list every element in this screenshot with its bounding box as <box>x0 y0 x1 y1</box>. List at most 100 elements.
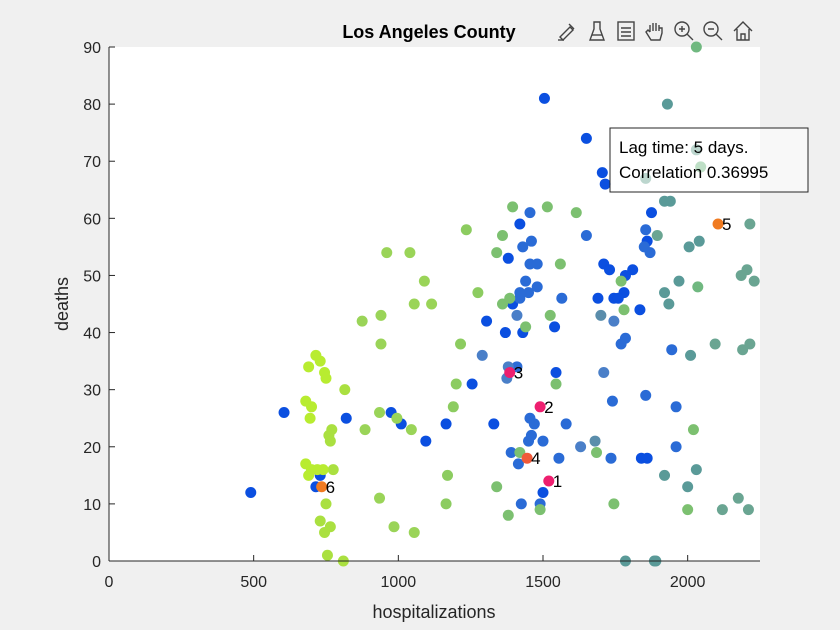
data-point <box>304 412 316 424</box>
y-tick-label: 30 <box>83 383 101 400</box>
data-point <box>666 344 678 356</box>
labeled-point-1 <box>543 475 555 487</box>
data-point <box>515 498 527 510</box>
data-point <box>550 378 562 390</box>
data-point <box>595 309 607 321</box>
data-tips-icon[interactable] <box>586 20 608 42</box>
data-point <box>575 441 587 453</box>
chart-title: Los Angeles County <box>342 22 515 42</box>
data-point <box>531 258 543 270</box>
data-point <box>692 281 704 293</box>
data-point <box>556 292 568 304</box>
pan-hand-icon[interactable] <box>644 20 666 42</box>
point-label-6: 6 <box>326 478 335 497</box>
data-point <box>320 498 332 510</box>
data-point <box>523 287 535 299</box>
y-axis-label: deaths <box>52 277 72 331</box>
data-point <box>592 292 604 304</box>
data-point <box>340 412 352 424</box>
y-tick-label: 90 <box>83 40 101 57</box>
zoom-out-icon[interactable] <box>702 20 724 42</box>
data-point <box>709 338 721 350</box>
labeled-point-6 <box>316 481 328 493</box>
data-point <box>502 252 514 264</box>
data-point <box>744 338 756 350</box>
data-point <box>507 201 519 213</box>
data-point <box>321 549 333 561</box>
y-tick-label: 50 <box>83 268 101 285</box>
data-point <box>580 229 592 241</box>
data-point <box>476 349 488 361</box>
data-point <box>491 247 503 259</box>
zoom-in-icon[interactable] <box>673 20 695 42</box>
x-tick-label: 1000 <box>381 574 417 591</box>
data-point <box>615 275 627 287</box>
data-point <box>512 458 524 470</box>
labeled-point-2 <box>534 401 546 413</box>
data-point <box>661 98 673 110</box>
data-point <box>646 207 657 219</box>
data-point <box>520 321 532 333</box>
data-point <box>420 435 432 447</box>
data-point <box>537 435 549 447</box>
data-point <box>303 469 315 481</box>
labeled-point-3 <box>504 367 516 379</box>
data-point <box>673 275 685 287</box>
data-point <box>381 247 393 259</box>
data-point <box>627 264 639 276</box>
y-tick-label: 20 <box>83 440 101 457</box>
data-point <box>732 492 744 504</box>
data-point <box>748 275 760 287</box>
data-point <box>440 418 452 430</box>
data-point <box>741 264 753 276</box>
data-point <box>491 481 503 493</box>
data-point <box>472 287 484 299</box>
data-point <box>327 464 339 476</box>
legend-icon[interactable] <box>615 20 637 42</box>
data-point <box>612 292 624 304</box>
data-point <box>440 498 452 510</box>
y-ticks: 0 10 20 30 40 50 60 70 80 90 <box>83 40 115 571</box>
data-point <box>541 201 553 213</box>
data-point <box>488 418 500 430</box>
data-point <box>742 504 754 516</box>
data-point <box>525 429 537 441</box>
data-point <box>682 504 694 516</box>
y-tick-label: 10 <box>83 497 101 514</box>
labeled-point-4 <box>521 452 533 464</box>
data-point <box>606 395 618 407</box>
data-point <box>553 452 565 464</box>
data-point <box>596 167 608 179</box>
data-point <box>505 446 517 458</box>
data-point <box>670 401 682 413</box>
data-point <box>499 327 511 339</box>
point-label-1: 1 <box>553 472 562 491</box>
data-point <box>404 247 416 259</box>
data-point <box>466 378 478 390</box>
data-point <box>405 424 417 436</box>
data-point <box>320 372 332 384</box>
data-point <box>663 298 675 310</box>
data-point <box>314 515 326 527</box>
data-point <box>598 367 610 379</box>
point-label-3: 3 <box>514 364 523 383</box>
x-tick-label: 0 <box>105 574 114 591</box>
data-point <box>618 304 630 316</box>
data-point <box>303 361 315 373</box>
home-restore-icon[interactable] <box>732 20 754 42</box>
data-point <box>408 526 420 538</box>
brush-data-icon[interactable] <box>556 20 578 42</box>
point-label-4: 4 <box>531 449 540 468</box>
labeled-point-5 <box>712 218 724 230</box>
data-point <box>520 275 532 287</box>
data-point <box>278 407 290 419</box>
data-point <box>391 412 403 424</box>
data-point <box>554 258 566 270</box>
data-point <box>744 218 756 230</box>
data-point <box>447 401 459 413</box>
data-point <box>314 355 326 367</box>
data-point <box>514 287 526 299</box>
data-point <box>604 264 616 276</box>
